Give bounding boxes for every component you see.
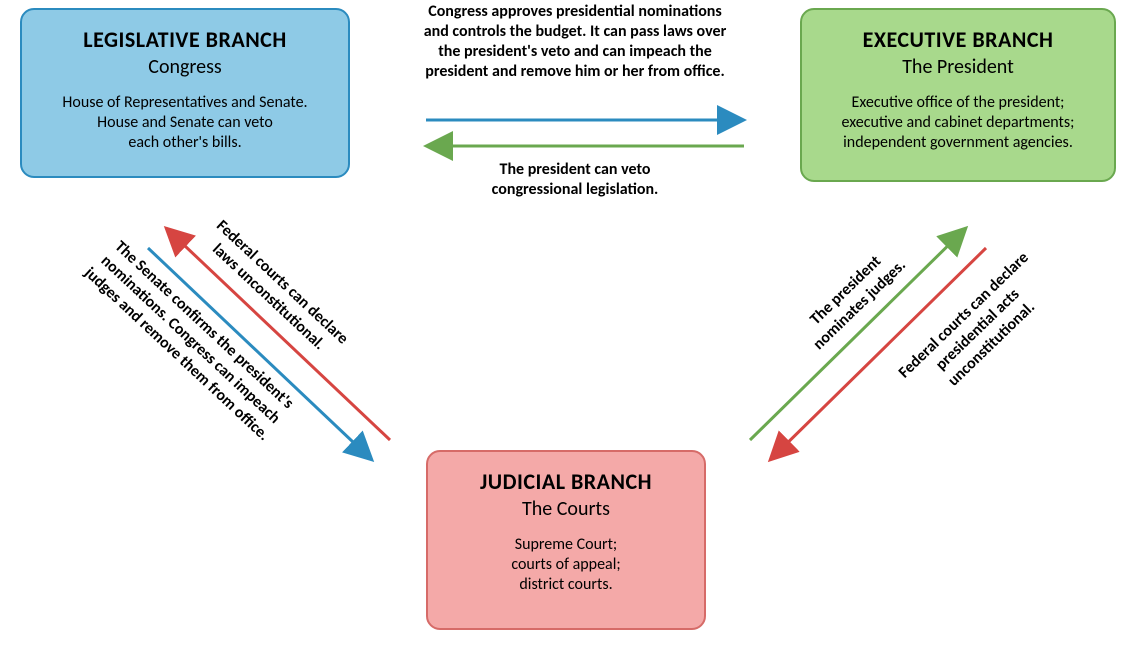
annotation-senate-confirms: The Senate confirms the president'snomin… bbox=[60, 216, 320, 464]
legislative-desc: House of Representatives and Senate.Hous… bbox=[40, 93, 330, 153]
executive-subtitle: The President bbox=[820, 55, 1096, 79]
executive-desc: Executive office of the president;execut… bbox=[820, 93, 1096, 153]
annotation-president-veto: The president can vetocongressional legi… bbox=[440, 160, 710, 200]
judicial-subtitle: The Courts bbox=[446, 497, 686, 521]
executive-branch-box: EXECUTIVE BRANCH The President Executive… bbox=[800, 8, 1116, 182]
judicial-desc: Supreme Court;courts of appeal;district … bbox=[446, 535, 686, 595]
annotation-president-nominates: The presidentnominates judges. bbox=[778, 225, 928, 372]
legislative-branch-box: LEGISLATIVE BRANCH Congress House of Rep… bbox=[20, 8, 350, 178]
judicial-title: JUDICIAL BRANCH bbox=[446, 468, 686, 495]
judicial-branch-box: JUDICIAL BRANCH The Courts Supreme Court… bbox=[426, 450, 706, 630]
annotation-congress-powers: Congress approves presidential nominatio… bbox=[370, 2, 780, 82]
legislative-title: LEGISLATIVE BRANCH bbox=[40, 26, 330, 53]
legislative-subtitle: Congress bbox=[40, 55, 330, 79]
executive-title: EXECUTIVE BRANCH bbox=[820, 26, 1096, 53]
